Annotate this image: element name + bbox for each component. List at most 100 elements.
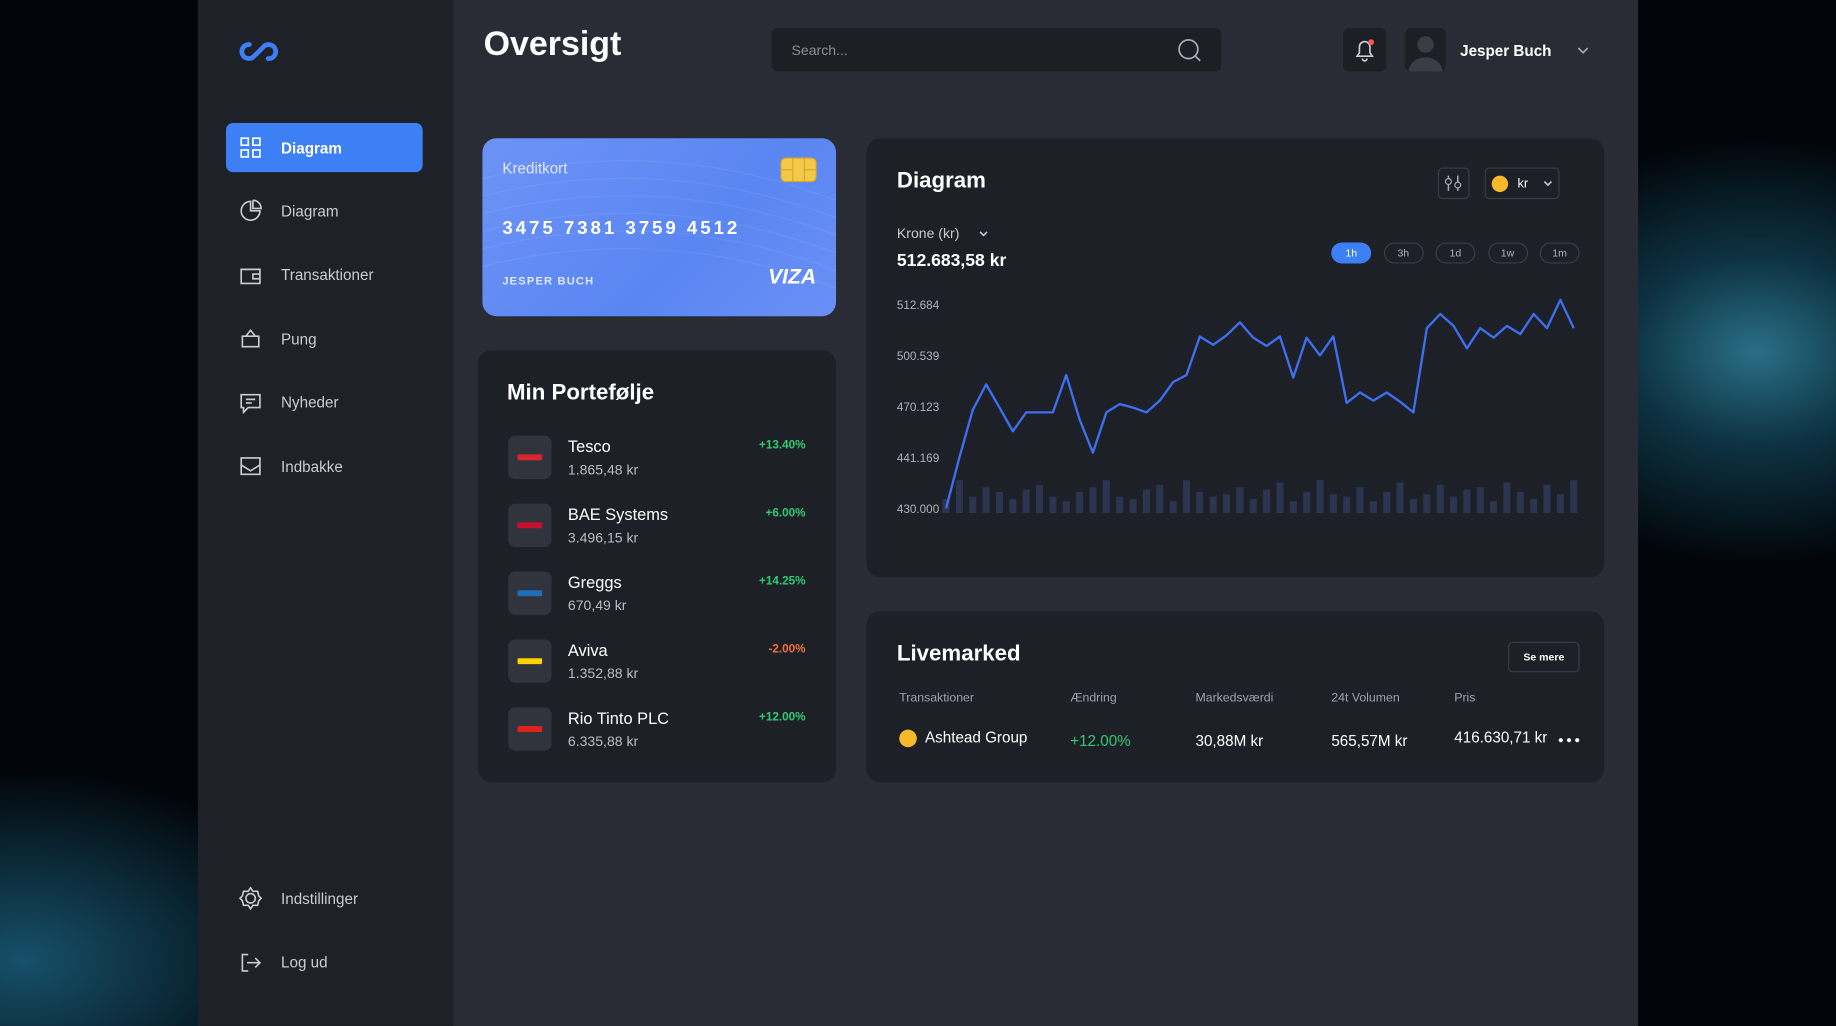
column-header: Ændring	[1070, 691, 1117, 706]
nav-icon	[240, 268, 261, 284]
stock-logo-mark	[517, 658, 543, 665]
stock-logo	[508, 435, 552, 480]
chart-settings-button[interactable]	[1437, 167, 1470, 200]
stock-change: +12.00%	[759, 710, 806, 724]
nav-label: Indbakke	[281, 457, 343, 476]
search-icon	[1178, 38, 1201, 62]
stock-logo-mark	[517, 522, 543, 529]
nav-label: Indstillinger	[281, 889, 359, 908]
see-more-button[interactable]: Se mere	[1508, 641, 1580, 673]
nav-item[interactable]: Indbakke	[226, 442, 423, 491]
range-button[interactable]: 1d	[1435, 242, 1476, 264]
card-pattern	[482, 160, 837, 289]
stock-logo	[508, 707, 552, 751]
stock-name: Greggs	[567, 572, 622, 592]
stock-name: Aviva	[567, 640, 608, 660]
search-box[interactable]: Search...	[771, 28, 1222, 72]
row-menu[interactable]	[1557, 724, 1581, 744]
nav-item[interactable]: Transaktioner	[226, 250, 423, 299]
nav-item[interactable]: Nyheder	[226, 378, 423, 427]
nav-label: Diagram	[281, 138, 342, 157]
range-button[interactable]: 1m	[1539, 242, 1580, 264]
nav-icon	[241, 953, 262, 972]
notification-button[interactable]	[1343, 28, 1387, 72]
currency-label: kr	[1517, 176, 1529, 191]
stock-name: Tesco	[567, 436, 611, 456]
column-header: Pris	[1454, 691, 1476, 706]
nav-icon	[238, 886, 263, 911]
nav-label: Log ud	[281, 953, 328, 972]
current-value: 512.683,58 kr	[896, 250, 1007, 271]
avatar[interactable]	[1405, 28, 1447, 72]
card-chip	[780, 157, 817, 183]
nav-item[interactable]: Log ud	[226, 938, 423, 987]
live-market-title: Livemarked	[896, 641, 1021, 667]
nav-item[interactable]: Diagram	[226, 186, 423, 235]
bell-icon	[1355, 39, 1375, 62]
series-label[interactable]: Krone (kr)	[896, 224, 960, 242]
stock-logo-mark	[517, 454, 543, 461]
nav-label: Transaktioner	[281, 265, 374, 284]
nav-icon	[240, 393, 261, 415]
stock-value: 1.352,88 kr	[567, 665, 639, 682]
nav-icon	[240, 199, 262, 221]
nav-icon	[240, 137, 261, 158]
stock-value: 3.496,15 kr	[567, 529, 639, 546]
card-brand: VIZA	[768, 264, 817, 289]
table-cell: 565,57M kr	[1331, 732, 1408, 750]
currency-select[interactable]: kr	[1484, 167, 1560, 200]
range-button[interactable]: 1w	[1487, 242, 1528, 264]
stock-value: 670,49 kr	[567, 597, 627, 614]
card-number: 3475 7381 3759 4512	[502, 219, 741, 239]
series-chevron[interactable]	[979, 230, 991, 239]
user-name[interactable]: Jesper Buch	[1460, 42, 1552, 60]
stock-logo	[508, 503, 552, 547]
currency-icon	[1491, 175, 1552, 193]
logo[interactable]	[239, 40, 279, 63]
search-placeholder: Search...	[791, 42, 848, 59]
user-menu-chevron[interactable]	[1576, 45, 1590, 57]
stock-logo	[508, 639, 552, 683]
card-holder: JESPER BUCH	[502, 275, 595, 289]
stock-change: +14.25%	[759, 575, 806, 588]
portfolio-panel: Min Portefølje Tesco 1.865,48 kr +13.40% BA…	[477, 350, 837, 783]
range-button[interactable]: 3h	[1383, 242, 1424, 264]
nav-item[interactable]: Diagram	[225, 122, 423, 173]
chart-panel: Diagram kr Krone (kr) 512.683,58 kr	[866, 138, 1605, 578]
stock-logo-mark	[517, 590, 543, 597]
avatar-icon	[1408, 36, 1443, 72]
card-label: Kreditkort	[502, 159, 568, 177]
stock-value: 6.335,88 kr	[567, 733, 639, 750]
column-header: Transaktioner	[899, 691, 974, 706]
stock-change: -2.00%	[768, 642, 806, 656]
range-button[interactable]: 1h	[1331, 242, 1372, 264]
nav-label: Pung	[281, 329, 317, 348]
stock-logo	[508, 571, 552, 615]
table-cell: 30,88M kr	[1195, 732, 1264, 750]
coin-icon	[899, 729, 917, 748]
page-title: Oversigt	[483, 25, 622, 64]
table-cell: +12.00%	[1070, 732, 1131, 750]
stock-change: +13.40%	[759, 439, 806, 453]
chart-title: Diagram	[896, 168, 986, 194]
column-header: 24t Volumen	[1331, 691, 1400, 706]
stock-value: 1.865,48 kr	[567, 461, 639, 478]
table-cell: Ashtead Group	[925, 728, 1028, 747]
nav-icon	[241, 329, 260, 348]
nav-label: Nyheder	[281, 393, 339, 412]
nav-item[interactable]: Pung	[226, 314, 423, 363]
stock-logo-mark	[517, 726, 543, 732]
portfolio-title: Min Portefølje	[506, 380, 655, 406]
nav-item[interactable]: Indstillinger	[226, 874, 423, 923]
credit-card[interactable]: Kreditkort 3475 7381 3759 4512 JESPER BU…	[482, 138, 837, 317]
stock-name: Rio Tinto PLC	[567, 708, 670, 728]
stock-name: BAE Systems	[567, 504, 669, 524]
live-market-panel: Livemarked Se mere Transaktioner Ændring M…	[866, 611, 1605, 783]
column-header: Markedsværdi	[1195, 691, 1274, 706]
stock-change: +6.00%	[765, 507, 806, 521]
nav-icon	[240, 457, 261, 476]
settings-icon	[1444, 175, 1462, 191]
